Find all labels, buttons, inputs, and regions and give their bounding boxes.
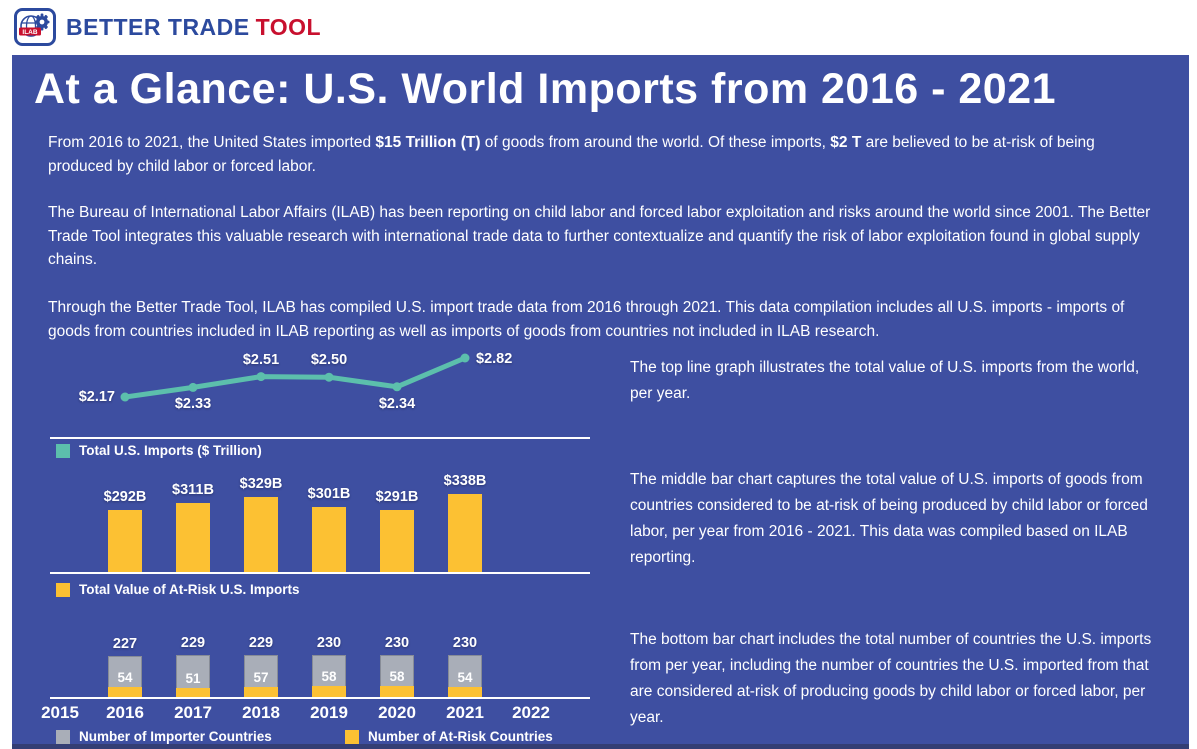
intro-bold-total: $15 Trillion (T) <box>375 134 481 151</box>
at-risk-imports-bar[interactable] <box>108 510 142 572</box>
gray-legend-swatch <box>56 729 70 744</box>
importer-count-label: 229 <box>248 635 274 652</box>
ilab-globe-gear-icon: ILAB <box>14 8 56 46</box>
at-risk-count-label: 54 <box>117 670 133 686</box>
at-risk-imports-bar[interactable] <box>312 506 346 572</box>
at-risk-countries-bar[interactable] <box>312 686 346 697</box>
at-risk-count-label: 58 <box>321 669 337 685</box>
line-chart: $2.17 $2.33 $2.51 $2.50 $2.34 $2.82 <box>50 347 590 437</box>
bar-value-label: $338B <box>443 473 487 489</box>
countries-bar-chart: 227 54 229 51 229 57 230 58 230 58 230 54 <box>50 631 590 697</box>
line-point-label: $2.50 <box>310 352 348 369</box>
at-risk-count-label: 54 <box>457 670 473 686</box>
line-point-label: $2.51 <box>242 351 280 368</box>
importer-countries-legend: Number of Importer Countries <box>56 729 272 744</box>
year-tick-label: 2020 <box>378 703 416 722</box>
at-risk-countries-legend: Number of At-Risk Countries <box>345 729 553 744</box>
at-risk-count-label: 58 <box>389 669 405 685</box>
importer-count-label: 230 <box>452 635 478 651</box>
line-point[interactable] <box>256 372 266 382</box>
bar-value-label: $292B <box>103 489 147 506</box>
bar-chart-description: The middle bar chart captures the total … <box>630 471 1148 566</box>
year-tick-label: 2016 <box>106 703 144 722</box>
importer-count-label: 227 <box>112 635 138 652</box>
legend-label: Total Value of At-Risk U.S. Imports <box>79 582 300 597</box>
legend-label: Number of Importer Countries <box>79 729 272 744</box>
at-risk-countries-bar[interactable] <box>244 686 278 697</box>
line-chart-description: The top line graph illustrates the total… <box>630 359 1140 402</box>
data-compilation-paragraph: Through the Better Trade Tool, ILAB has … <box>48 299 1125 340</box>
legend-label: Number of At-Risk Countries <box>368 729 553 744</box>
at-risk-countries-bar[interactable] <box>448 687 482 697</box>
at-risk-imports-bar[interactable] <box>176 503 210 572</box>
line-series-plot <box>120 353 470 402</box>
bar-chart-legend: Total Value of At-Risk U.S. Imports <box>56 582 300 597</box>
line-point[interactable] <box>188 382 198 392</box>
intro-paragraph: From 2016 to 2021, the United States imp… <box>48 131 1136 178</box>
importer-count-label: 230 <box>384 635 410 651</box>
bar-value-label: $311B <box>172 482 214 499</box>
year-tick-label: 2021 <box>446 703 484 722</box>
countries-chart-axis <box>50 697 590 699</box>
line-chart-legend: Total U.S. Imports ($ Trillion) <box>56 443 262 458</box>
intro-text: From 2016 to 2021, the United States imp… <box>48 134 376 151</box>
logo[interactable]: ILAB BETTER TRADE TOOL <box>14 8 321 46</box>
brand-accent: TOOL <box>255 13 322 40</box>
line-point-label: $2.17 <box>78 389 115 405</box>
intro-bold-atrisk: $2 T <box>830 134 862 151</box>
at-risk-countries-bar[interactable] <box>108 687 142 697</box>
line-point-label: $2.82 <box>476 351 513 367</box>
intro-text: are believed to be at-risk of being prod… <box>48 134 1095 175</box>
year-tick-label: 2015 <box>41 703 79 722</box>
at-risk-countries-bar[interactable] <box>380 686 414 697</box>
bar-chart-axis <box>50 572 590 574</box>
bar-value-label: $301B <box>307 485 351 502</box>
line-point[interactable] <box>392 382 402 392</box>
at-risk-imports-bar[interactable] <box>380 510 414 572</box>
year-tick-label: 2019 <box>310 703 348 722</box>
at-risk-count-label: 57 <box>253 669 269 685</box>
countries-chart-description: The bottom bar chart includes the total … <box>630 631 1152 726</box>
at-risk-imports-bar[interactable] <box>244 497 278 572</box>
at-risk-imports-bar-chart: $292B $311B $329B $301B $291B $338B <box>50 467 590 572</box>
site-header: ILAB BETTER TRADE TOOL <box>0 0 1197 55</box>
dashboard-panel: At a Glance: U.S. World Imports from 201… <box>12 55 1189 749</box>
line-point[interactable] <box>324 372 334 382</box>
brand-wordmark: BETTER TRADE TOOL <box>66 14 321 41</box>
at-risk-countries-bar[interactable] <box>176 687 210 697</box>
bar-value-label: $291B <box>375 489 419 506</box>
bar-value-label: $329B <box>239 476 283 493</box>
yellow-legend-swatch <box>345 729 359 744</box>
page-title: At a Glance: U.S. World Imports from 201… <box>34 65 1057 113</box>
at-risk-imports-bar[interactable] <box>448 494 482 572</box>
year-axis-labels: 2015 2016 2017 2018 2019 2020 2021 2022 <box>41 703 590 725</box>
teal-legend-swatch <box>56 443 70 458</box>
year-tick-label: 2022 <box>512 703 550 722</box>
legend-label: Total U.S. Imports ($ Trillion) <box>79 443 262 458</box>
footer-bar <box>12 744 1189 749</box>
year-tick-label: 2018 <box>242 703 280 722</box>
intro-text: of goods from around the world. Of these… <box>480 134 831 151</box>
line-point-label: $2.33 <box>174 396 212 413</box>
importer-count-label: 229 <box>180 635 206 652</box>
ilab-history-paragraph: The Bureau of International Labor Affair… <box>48 204 1151 268</box>
brand-name: BETTER TRADE <box>66 13 250 40</box>
line-point[interactable] <box>460 353 470 363</box>
svg-text:ILAB: ILAB <box>22 29 37 36</box>
line-chart-axis <box>50 437 590 439</box>
yellow-legend-swatch <box>56 582 70 597</box>
year-tick-label: 2017 <box>174 703 212 722</box>
line-point[interactable] <box>120 392 130 402</box>
line-point-label: $2.34 <box>378 395 416 412</box>
line-series[interactable] <box>122 355 468 400</box>
at-risk-count-label: 51 <box>185 670 201 686</box>
importer-count-label: 230 <box>316 635 342 651</box>
